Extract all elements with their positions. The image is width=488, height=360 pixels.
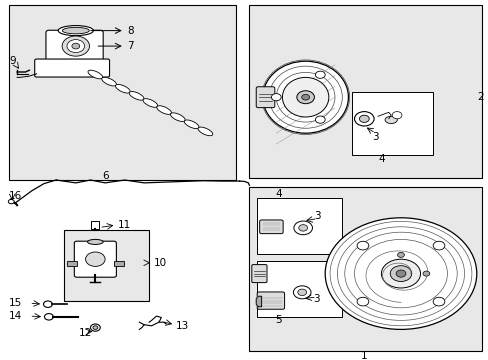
Circle shape (389, 266, 411, 282)
Text: 1: 1 (360, 351, 367, 360)
Circle shape (90, 324, 100, 331)
FancyBboxPatch shape (46, 30, 103, 62)
Bar (63, 230, 149, 301)
Text: 14: 14 (9, 311, 22, 321)
Circle shape (293, 221, 312, 235)
Text: 5: 5 (275, 315, 282, 325)
Text: 11: 11 (117, 220, 130, 230)
Bar (91, 221, 99, 229)
Text: 9: 9 (10, 56, 17, 66)
Text: 15: 15 (9, 298, 22, 308)
Bar (256, 198, 342, 254)
Bar (351, 92, 432, 155)
Circle shape (293, 286, 310, 299)
Bar (114, 261, 123, 266)
Bar (249, 5, 481, 178)
FancyBboxPatch shape (256, 87, 274, 108)
Circle shape (8, 199, 14, 204)
Circle shape (62, 36, 89, 56)
FancyBboxPatch shape (259, 220, 283, 234)
Ellipse shape (184, 120, 199, 129)
Polygon shape (377, 112, 390, 119)
Circle shape (356, 297, 368, 306)
Text: 10: 10 (154, 258, 167, 268)
Text: 16: 16 (9, 191, 22, 201)
Text: 6: 6 (102, 171, 108, 181)
Ellipse shape (62, 27, 89, 34)
Text: 8: 8 (127, 26, 134, 36)
Text: 4: 4 (377, 154, 384, 164)
Circle shape (397, 252, 404, 257)
Circle shape (432, 241, 444, 250)
Circle shape (43, 301, 52, 307)
Ellipse shape (102, 77, 116, 86)
Circle shape (315, 116, 325, 123)
Ellipse shape (198, 127, 212, 136)
Circle shape (315, 71, 325, 78)
Circle shape (381, 259, 420, 288)
Circle shape (298, 225, 307, 231)
Ellipse shape (263, 61, 347, 133)
FancyBboxPatch shape (74, 241, 116, 277)
Circle shape (391, 112, 401, 119)
Ellipse shape (157, 106, 171, 114)
Circle shape (359, 115, 368, 122)
Text: 3: 3 (314, 211, 321, 221)
Circle shape (356, 241, 368, 250)
Circle shape (301, 94, 309, 100)
FancyBboxPatch shape (35, 59, 109, 77)
Text: 3: 3 (313, 294, 320, 304)
Circle shape (72, 43, 80, 49)
Circle shape (432, 297, 444, 306)
Bar (67, 261, 77, 266)
Ellipse shape (385, 116, 397, 123)
Ellipse shape (115, 84, 130, 93)
Ellipse shape (88, 70, 102, 79)
Ellipse shape (142, 99, 158, 107)
FancyBboxPatch shape (251, 265, 266, 283)
Polygon shape (256, 296, 261, 307)
Text: 3: 3 (371, 132, 378, 142)
Circle shape (296, 91, 314, 104)
Circle shape (67, 40, 84, 53)
Ellipse shape (282, 77, 328, 117)
Circle shape (354, 112, 373, 126)
Circle shape (44, 314, 53, 320)
Bar (249, 187, 481, 351)
Bar (9, 5, 236, 180)
FancyBboxPatch shape (257, 292, 284, 309)
Ellipse shape (87, 239, 103, 244)
Ellipse shape (129, 91, 143, 100)
Text: 7: 7 (127, 41, 134, 51)
Circle shape (93, 326, 98, 329)
Text: 4: 4 (275, 189, 282, 199)
Circle shape (271, 94, 281, 101)
Circle shape (85, 252, 105, 266)
Ellipse shape (58, 26, 93, 36)
Circle shape (395, 270, 405, 277)
Text: 12: 12 (79, 328, 92, 338)
Circle shape (422, 271, 429, 276)
Ellipse shape (170, 113, 185, 122)
Text: 2: 2 (476, 92, 483, 102)
Circle shape (325, 218, 476, 329)
Circle shape (297, 289, 306, 296)
Text: 13: 13 (176, 321, 189, 331)
Bar (256, 261, 342, 317)
